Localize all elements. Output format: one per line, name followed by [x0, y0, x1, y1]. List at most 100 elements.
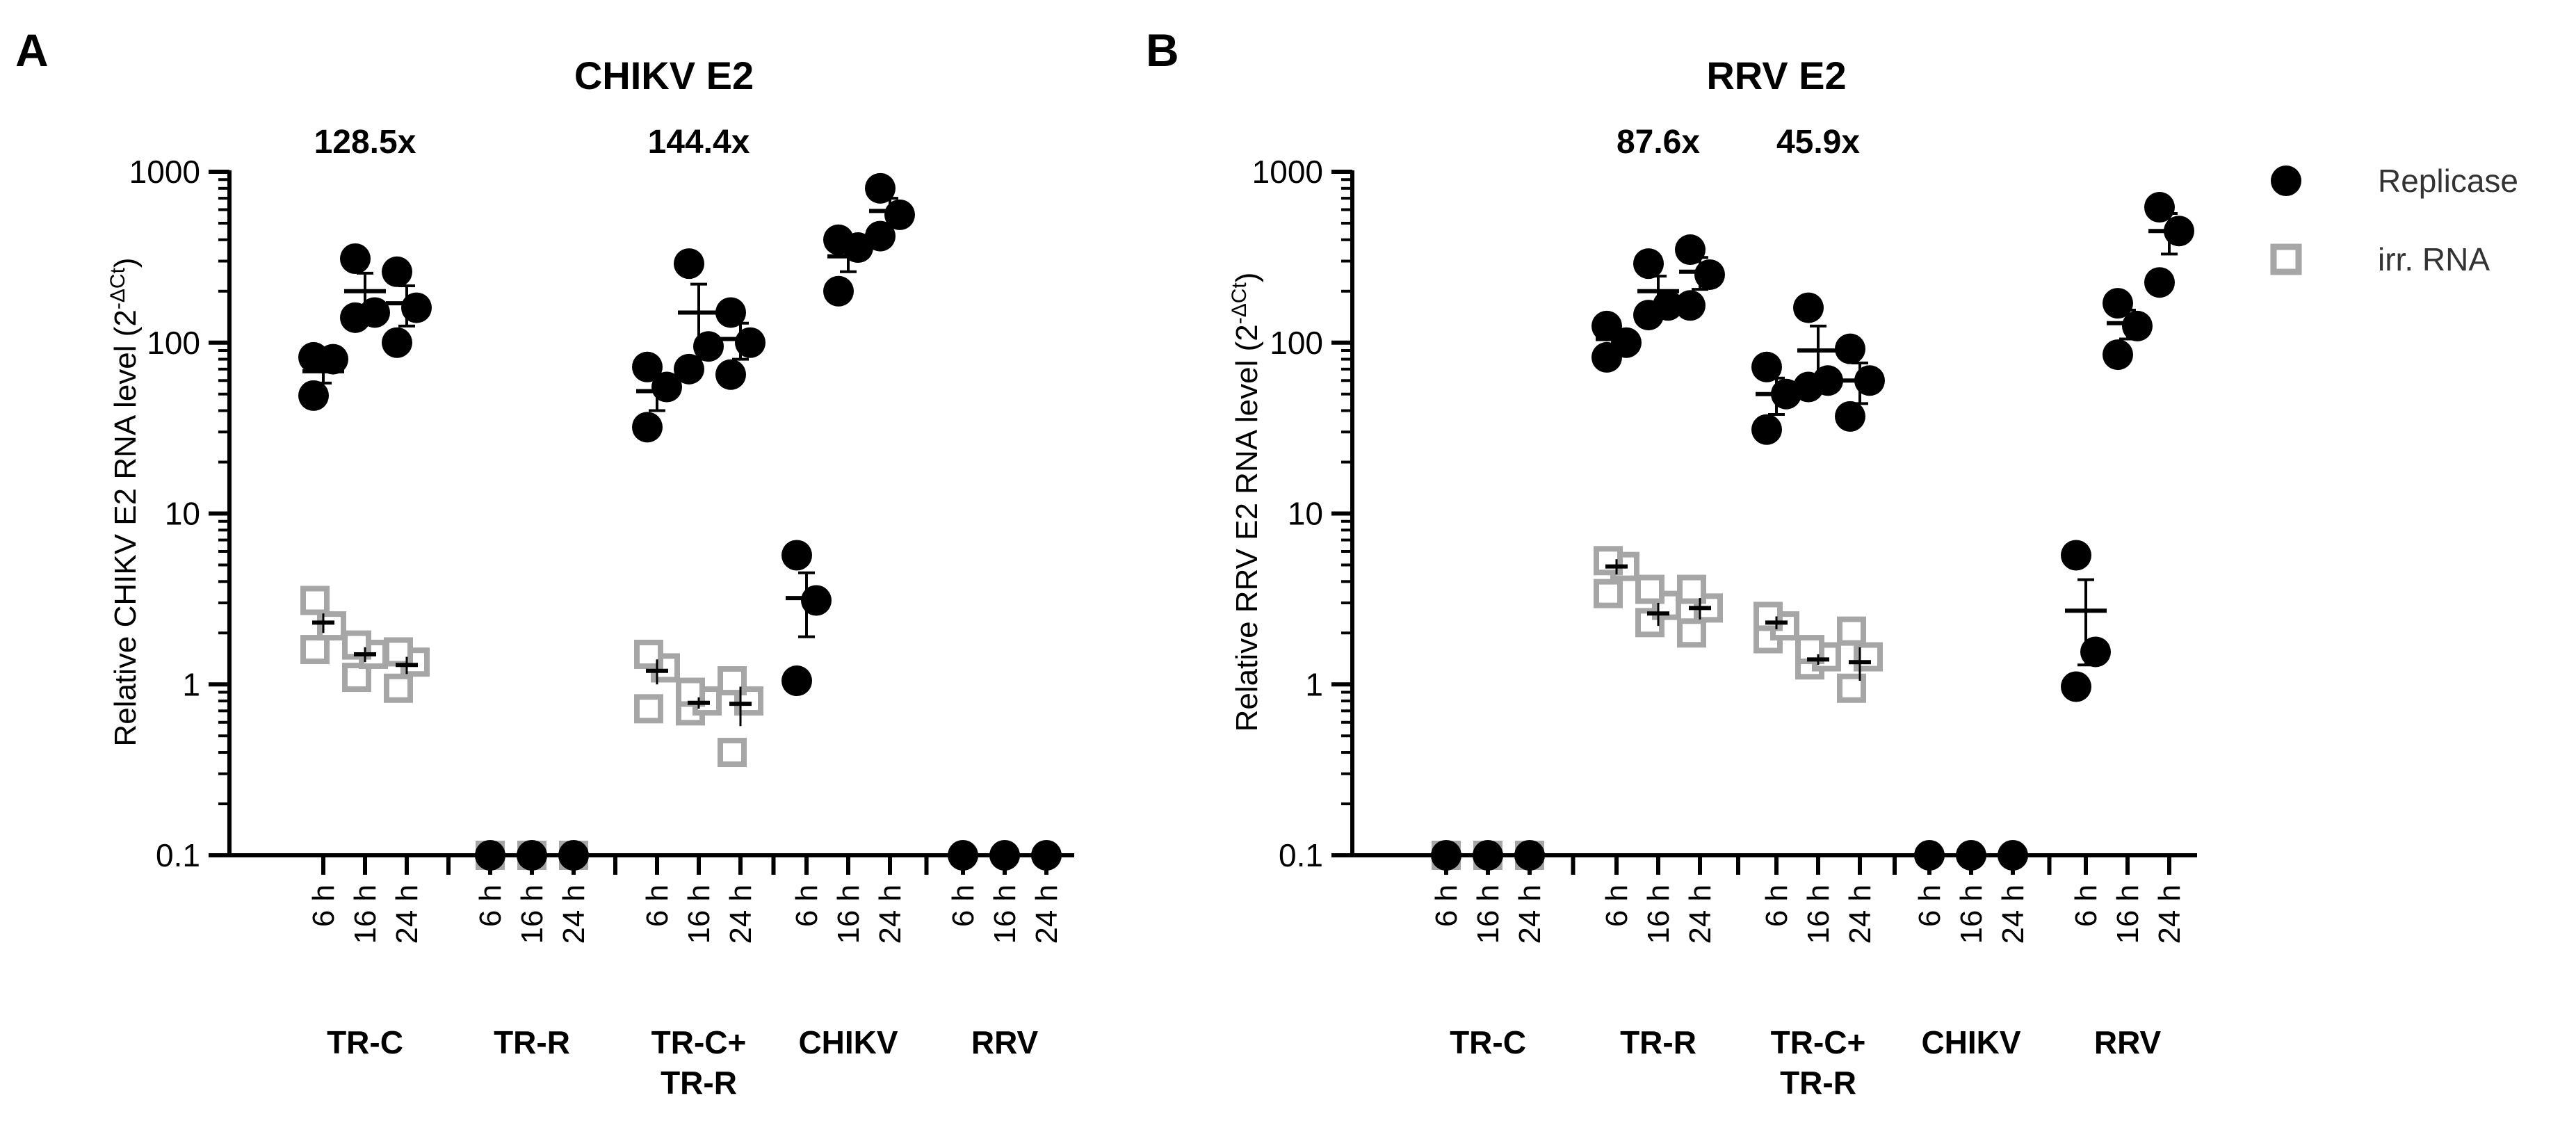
panel-b-replicase-point: [1473, 840, 1503, 871]
panel-b-x-tick-label: 16 h: [1954, 884, 1988, 944]
panel-a-y-axis-label-sup: -ΔCt: [106, 267, 129, 309]
panel-a-replicase-point: [359, 297, 390, 328]
panel-a-x-tick-label: 6 h: [946, 884, 980, 927]
panel-a-replicase-point: [382, 256, 412, 287]
panel-a-replicase-point: [715, 359, 746, 390]
panel-a-group-label: TR-R: [661, 1065, 737, 1101]
panel-b-y-tick-label: 100: [1270, 325, 1323, 361]
panel-b-replicase-point: [1751, 414, 1782, 445]
panel-a-y-tick-label: 0.1: [156, 837, 200, 873]
panel-b-letter: B: [1146, 24, 1179, 76]
panel-b-x-tick-label: 24 h: [2153, 884, 2187, 944]
panel-b-group-label: TR-R: [1620, 1024, 1696, 1060]
panel-b-irr-rna-point: [1635, 574, 1664, 604]
panel-b-fold-change-label: 45.9x: [1776, 124, 1860, 161]
panel-b-x-tick-label: 24 h: [1513, 884, 1547, 944]
panel-a-fold-change-label: 128.5x: [314, 124, 416, 161]
panel-b-y-axis-label-end: ): [1230, 273, 1264, 283]
panel-a-letter: A: [15, 24, 49, 76]
panel-b-y-axis-label: Relative RRV E2 RNA level (2-ΔCt): [1228, 273, 1265, 732]
panel-b-irr-rna-point: [1837, 616, 1866, 646]
panel-b-replicase-point: [1835, 333, 1865, 364]
panel-a-replicase-point: [401, 292, 432, 323]
panel-b-replicase-point: [1514, 840, 1545, 871]
panel-a-replicase-point: [735, 327, 765, 358]
panel-a-x-tick-label: 16 h: [682, 884, 716, 944]
panel-a: A CHIKV E2 Relative CHIKV E2 RNA level (…: [15, 24, 1074, 1101]
panel-a-x-tick-label: 24 h: [724, 884, 758, 944]
panel-a-irr-rna-point: [384, 673, 413, 703]
panel-b-y-axis-label-sup: -ΔCt: [1228, 282, 1251, 325]
panel-a-x-tick-label: 6 h: [473, 884, 508, 927]
panel-a-replicase-point: [865, 172, 896, 204]
panel-a-replicase-point: [715, 297, 746, 328]
panel-a-replicase-point: [475, 840, 505, 871]
panel-b-replicase-point: [1914, 840, 1945, 871]
panel-a-x-tick-label: 16 h: [988, 884, 1022, 944]
panel-b-group-label: TR-R: [1780, 1065, 1856, 1101]
panel-a-replicase-point: [1031, 840, 1062, 871]
legend: Replicase irr. RNA: [2270, 163, 2518, 277]
panel-a-x-tick-label: 24 h: [873, 884, 907, 944]
panel-b-x-tick-label: 16 h: [1801, 884, 1836, 944]
panel-a-replicase-point: [781, 540, 812, 571]
panel-b-title: RRV E2: [1706, 54, 1846, 97]
panel-a-x-tick-label: 16 h: [515, 884, 549, 944]
panel-a-replicase-point: [298, 380, 329, 411]
panel-b-x-tick-label: 6 h: [1913, 884, 1947, 927]
panel-b-x-tick-label: 24 h: [1843, 884, 1877, 944]
legend-replicase-marker: [2271, 165, 2301, 196]
panel-a-replicase-point: [801, 585, 832, 616]
panel-a-replicase-point: [823, 224, 854, 255]
panel-b-replicase-point: [2103, 339, 2133, 371]
panel-b-y-tick-label: 0.1: [1279, 837, 1323, 873]
panel-b-replicase-point: [1431, 840, 1461, 871]
panel-a-replicase-point: [781, 665, 812, 697]
panel-b-replicase-point: [1793, 292, 1824, 323]
panel-a-replicase-point: [651, 371, 682, 403]
panel-a-irr-rna-point: [300, 585, 330, 615]
panel-b-group-label: TR-C+: [1771, 1024, 1866, 1060]
panel-a-x-tick-label: 24 h: [390, 884, 424, 944]
panel-b-group-label: CHIKV: [1921, 1024, 2020, 1060]
panel-a-title: CHIKV E2: [574, 54, 754, 97]
panel-a-replicase-point: [823, 275, 854, 307]
panel-a-x-tick-label: 6 h: [640, 884, 674, 927]
panel-a-fold-change-label: 144.4x: [648, 124, 750, 161]
panel-b-group-label: TR-C: [1450, 1024, 1526, 1060]
panel-b-replicase-point: [1653, 290, 1683, 321]
legend-irr-marker: [2270, 243, 2302, 275]
panel-a-x-tick-label: 6 h: [307, 884, 341, 927]
panel-b-replicase-point: [2122, 310, 2153, 341]
panel-b-fold-change-label: 87.6x: [1617, 124, 1700, 161]
panel-a-y-axis-label-main: Relative CHIKV E2 RNA level (2: [108, 309, 143, 746]
panel-b-x-tick-label: 24 h: [1683, 884, 1717, 944]
panel-b-group-label: RRV: [2094, 1024, 2162, 1060]
panel-b-replicase-point: [1675, 290, 1706, 321]
panel-a-replicase-point: [989, 840, 1020, 871]
panel-b-y-tick-label: 1000: [1252, 154, 1323, 190]
panel-a-replicase-point: [340, 243, 371, 274]
panel-a-replicase-point: [298, 341, 329, 373]
panel-b-replicase-point: [2144, 267, 2175, 298]
panel-a-irr-rna-point: [676, 677, 705, 707]
panel-a-replicase-point: [558, 840, 589, 871]
panel-b-replicase-point: [2144, 192, 2175, 223]
panel-a-irr-rna-point: [300, 635, 330, 665]
panel-b-replicase-point: [1835, 401, 1865, 432]
panel-a-replicase-point: [884, 199, 915, 230]
panel-a-y-tick-label: 10: [165, 496, 200, 532]
panel-a-irr-rna-point: [718, 738, 747, 768]
panel-a-y-tick-label: 1: [182, 666, 200, 702]
legend-replicase-label: Replicase: [2378, 163, 2518, 199]
panel-b-y-tick-label: 1: [1305, 666, 1323, 702]
panel-b-irr-rna-point: [1677, 618, 1706, 648]
panel-a-group-label: TR-R: [494, 1024, 570, 1060]
panel-a-group-label: CHIKV: [798, 1024, 898, 1060]
panel-a-y-axis-label-end: ): [108, 257, 143, 268]
panel-b-x-tick-label: 16 h: [2111, 884, 2145, 944]
panel-b-replicase-point: [1633, 248, 1664, 280]
panel-a-replicase-point: [517, 840, 547, 871]
